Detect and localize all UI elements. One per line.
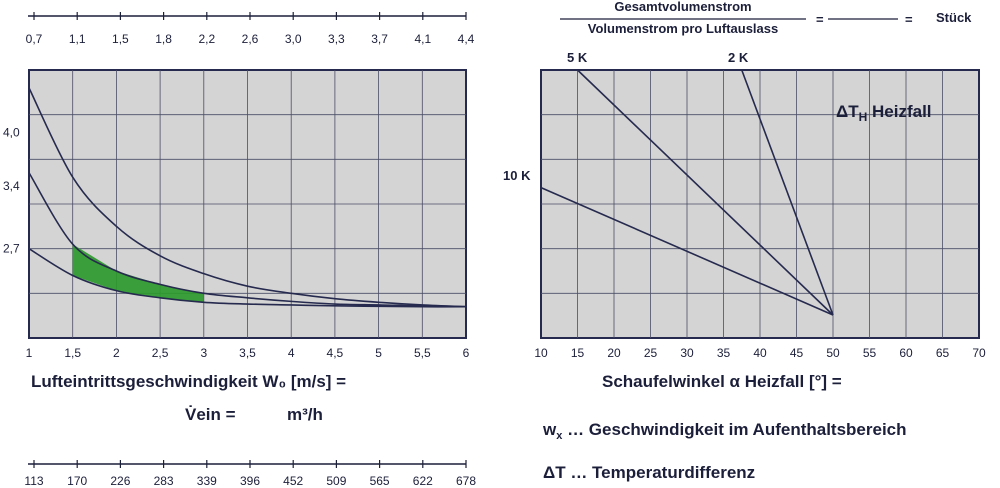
left-y-tick-label: 3,4 [3,179,20,193]
curve-2 [28,172,467,308]
bottom-scale-label: 509 [326,474,346,488]
formula-unit: Stück [936,10,972,25]
top-scale-label: 4,1 [414,32,431,46]
right-x-tick-label: 70 [972,346,986,360]
label-5k: 5 K [567,50,588,65]
top-scale-label: 1,8 [155,32,172,46]
right-x-tick-label: 55 [863,346,877,360]
left-x-tick-label: 4,5 [327,346,344,360]
left-x-tick-label: 3,5 [239,346,256,360]
right-x-tick-label: 45 [790,346,804,360]
left-y-tick-label: 4,0 [3,126,20,140]
bottom-scale-label: 622 [413,474,433,488]
bottom-scale-label: 170 [67,474,87,488]
right-x-tick-label: 10 [534,346,548,360]
vein-unit: m³/h [287,405,323,424]
left-x-tick-label: 1 [26,346,33,360]
right-x-tick-label: 40 [753,346,767,360]
top-scale-label: 0,7 [26,32,43,46]
right-x-tick-label: 65 [936,346,950,360]
legend-wx: wx … Geschwindigkeit im Aufenthaltsberei… [542,420,907,442]
left-x-tick-label: 3 [200,346,207,360]
right-x-tick-label: 35 [717,346,731,360]
right-x-tick-label: 30 [680,346,694,360]
label-2k: 2 K [728,50,749,65]
curve-1 [28,87,467,308]
line-2k [741,69,834,316]
bottom-scale-label: 565 [370,474,390,488]
right-x-tick-label: 20 [607,346,621,360]
bottom-scale-label: 339 [197,474,217,488]
top-scale-label: 3,0 [285,32,302,46]
bottom-scale-label: 113 [24,474,43,488]
left-y-tick-label: 2,7 [3,242,20,256]
line-10k [540,186,834,316]
legend-wx-symbol: w [542,420,557,439]
formula-equals-2: = [905,12,913,27]
bottom-scale-label: 678 [456,474,476,488]
right-x-tick-label: 60 [899,346,913,360]
formula-numerator: Gesamtvolumenstrom [614,0,751,14]
legend-wx-sub: x [556,430,563,442]
bottom-scale-label: 452 [283,474,303,488]
bottom-scale-label: 396 [240,474,260,488]
bottom-scale-label: 283 [154,474,174,488]
legend-dt: ΔT … Temperaturdifferenz [543,463,755,482]
formula: Gesamtvolumenstrom Volumenstrom pro Luft… [560,0,972,36]
top-scale-label: 2,2 [198,32,215,46]
formula-denominator: Volumenstrom pro Luftauslass [588,21,778,36]
title-subscript: H [859,110,868,124]
bottom-scale-label: 226 [110,474,130,488]
left-x-tick-label: 2,5 [152,346,169,360]
left-plot: 1 1,5 2 2,5 3 3,5 4 4,5 5 5,5 6 2,7 3,4 4,0 [3,69,470,360]
right-x-tick-label: 25 [644,346,658,360]
title-delta-t: ΔT [836,102,859,121]
left-x-tick-label: 6 [463,346,470,360]
title-rest: Heizfall [867,102,931,121]
right-plot-title: ΔTH Heizfall [836,102,932,124]
curve-3 [28,247,467,308]
right-xlabel: Schaufelwinkel α Heizfall [°] = [602,372,842,391]
vein-label: V̇ein = [185,405,236,424]
top-scale-label: 3,3 [328,32,345,46]
left-x-tick-label: 4 [288,346,295,360]
left-xlabel: Lufteintrittsgeschwindigkeit W₀ [m/s] = [31,372,346,391]
label-10k: 10 K [503,168,531,183]
right-x-tick-label: 15 [571,346,585,360]
formula-equals-1: = [816,12,824,27]
top-scale-label: 1,5 [112,32,129,46]
top-scale-label: 3,7 [371,32,388,46]
line-5k [576,69,834,316]
top-scale-label: 4,4 [458,32,475,46]
bottom-scale: 113 170 226 283 339 396 452 509 565 622 678 [24,460,476,488]
right-x-tick-label: 50 [826,346,840,360]
top-scale: 0,7 1,1 1,5 1,8 2,2 2,6 3,0 3,3 3,7 4,1 4,4 [26,12,475,46]
left-x-tick-label: 5 [375,346,382,360]
left-x-tick-label: 2 [113,346,120,360]
left-x-tick-label: 5,5 [414,346,431,360]
right-plot: 10 15 20 25 30 35 40 45 50 55 60 65 70 5 K 2 K 10 K … [503,50,986,360]
top-scale-label: 2,6 [242,32,259,46]
legend-wx-text: … Geschwindigkeit im Aufenthaltsbereich [562,420,906,439]
top-scale-label: 1,1 [69,32,86,46]
left-x-tick-label: 1,5 [64,346,81,360]
